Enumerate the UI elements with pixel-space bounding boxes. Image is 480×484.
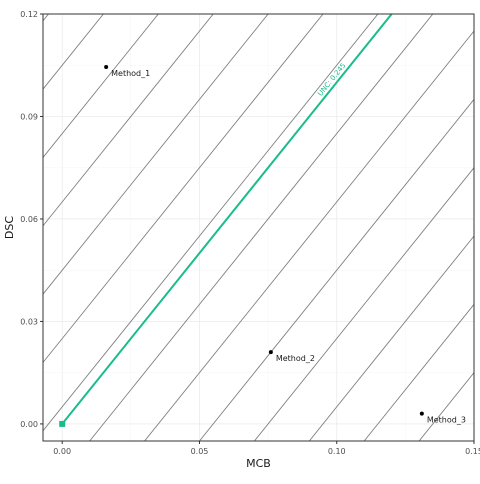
data-point [104,64,109,69]
isoline [89,14,434,441]
isoline [43,14,159,159]
isoline [43,14,104,90]
data-point [268,350,273,355]
point-layer: Method_1 Method_2 Method_3 [104,64,466,425]
x-tick-label: 0.00 [53,447,71,456]
y-tick-label: 0.03 [20,317,38,326]
unc-layer: UNC: 0.245 [59,14,393,427]
point-label: Method_1 [111,69,150,78]
y-tick-label: 0.09 [20,112,38,121]
y-tick-label: 0.12 [20,10,38,19]
isoline [43,14,50,22]
grid-layer [43,14,474,441]
point-label: Method_2 [276,354,315,363]
unc-line [61,14,393,425]
isoline [143,30,474,441]
x-tick-label: 0.10 [328,447,346,456]
isoline [363,303,474,441]
unc-line-label: UNC: 0.245 [316,62,347,98]
isoline [308,235,474,441]
isoline [43,14,269,295]
isoline-layer: 00.140.160.180.20.220.240.260.280.30.320… [43,14,474,441]
data-point [419,411,424,416]
point-label: Method_3 [427,416,466,425]
isoline [253,167,474,441]
isoline [198,98,474,441]
unc-origin-marker [59,420,66,427]
y-tick-label: 0.06 [20,215,38,224]
y-axis-title: DSC [3,216,16,239]
isoline [43,14,214,227]
isoline [43,14,379,432]
axis-layer: 0.00 0.05 0.10 0.15 0.00 0.03 0.06 0.09 0.12 [20,10,480,456]
x-axis-title: MCB [246,457,271,470]
isoline [43,14,324,364]
plot-panel-border [42,13,475,442]
x-tick-label: 0.15 [465,447,480,456]
isoline [418,371,474,441]
x-tick-label: 0.05 [191,447,209,456]
y-tick-label: 0.00 [20,420,38,429]
